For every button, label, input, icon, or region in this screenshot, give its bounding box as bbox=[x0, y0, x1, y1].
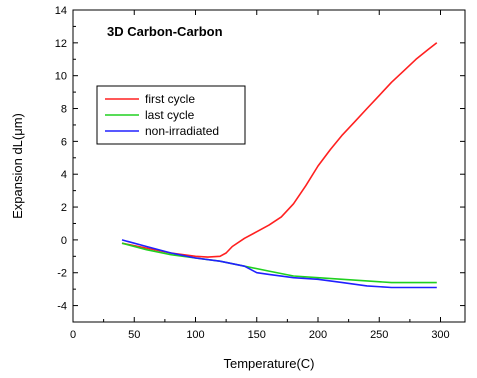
y-tick-label: -4 bbox=[57, 301, 67, 313]
x-tick-label: 50 bbox=[128, 329, 140, 341]
y-tick-label: 14 bbox=[55, 5, 67, 17]
y-tick-label: 4 bbox=[61, 169, 67, 181]
legend: first cycle last cycle non-irradiated bbox=[96, 85, 246, 145]
y-tick-label: -2 bbox=[57, 268, 67, 280]
y-tick-label: 12 bbox=[55, 38, 67, 50]
chart-title: 3D Carbon-Carbon bbox=[107, 24, 223, 39]
series-line-first-cycle bbox=[121, 42, 438, 258]
legend-label: first cycle bbox=[145, 92, 195, 106]
y-axis-label: Expansion dL(μm) bbox=[10, 113, 25, 219]
x-tick-label: 300 bbox=[431, 329, 449, 341]
x-tick-label: 150 bbox=[248, 329, 266, 341]
series-lines bbox=[121, 42, 438, 289]
x-axis-label: Temperature(C) bbox=[223, 356, 314, 371]
series-line-non-irradiated bbox=[121, 239, 437, 289]
x-tick-label: 250 bbox=[370, 329, 388, 341]
series-line-last-cycle bbox=[121, 242, 437, 284]
x-tick-label: 100 bbox=[186, 329, 204, 341]
legend-label: last cycle bbox=[145, 108, 195, 122]
axes bbox=[72, 9, 466, 323]
plot-frame bbox=[72, 9, 466, 323]
y-tick-label: 10 bbox=[55, 71, 67, 83]
ticks: 0 50 100 150 200 250 300 -4 -2 0 2 4 6 8 10 12 14 bbox=[55, 5, 465, 341]
y-tick-label: 2 bbox=[61, 202, 67, 214]
y-tick-label: 0 bbox=[61, 235, 67, 247]
x-tick-label: 200 bbox=[309, 329, 327, 341]
legend-label: non-irradiated bbox=[145, 124, 219, 138]
y-tick-label: 8 bbox=[61, 104, 67, 116]
y-tick-label: 6 bbox=[61, 136, 67, 148]
x-tick-label: 0 bbox=[70, 329, 76, 341]
